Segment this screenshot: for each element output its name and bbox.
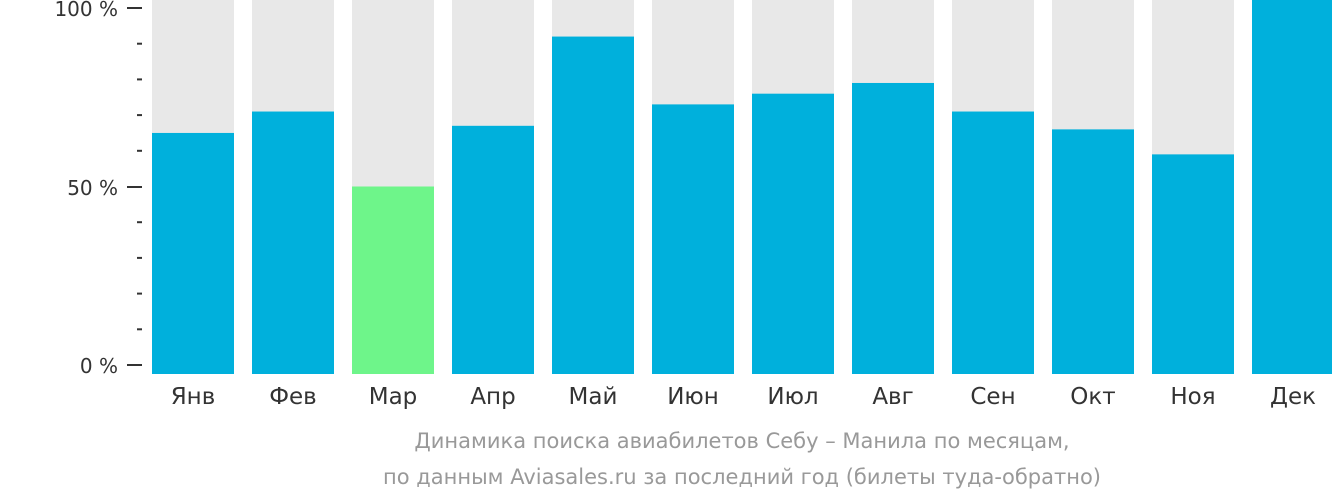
bar-6 bbox=[752, 93, 834, 375]
x-tick-label: Ноя bbox=[1170, 384, 1215, 410]
bar-7 bbox=[852, 82, 934, 374]
x-tick-label: Май bbox=[569, 384, 618, 410]
bar-11 bbox=[1252, 0, 1332, 374]
bar-3 bbox=[452, 125, 534, 374]
bar-9 bbox=[1052, 129, 1134, 374]
chart-caption-line-2: по данным Aviasales.ru за последний год … bbox=[383, 465, 1101, 489]
bar-10 bbox=[1152, 154, 1234, 374]
bar-2 bbox=[352, 186, 434, 374]
y-tick-label-0: 0 % bbox=[80, 354, 118, 378]
bar-1 bbox=[252, 111, 334, 374]
bar-0 bbox=[152, 132, 234, 374]
x-tick-labels: Янв Фев Мар Апр Май Июн Июл Авг Сен Окт Ноя Дек bbox=[171, 384, 1316, 410]
x-tick-label: Июн bbox=[667, 384, 719, 410]
x-tick-label: Сен bbox=[970, 384, 1015, 410]
y-tick-label-100: 100 % bbox=[54, 0, 118, 21]
x-tick-label: Авг bbox=[872, 384, 913, 410]
x-tick-label: Окт bbox=[1070, 384, 1115, 410]
x-tick-label: Дек bbox=[1270, 384, 1316, 410]
y-tick-label-50: 50 % bbox=[67, 176, 118, 200]
chart-caption-line-1: Динамика поиска авиабилетов Себу – Манил… bbox=[414, 429, 1070, 453]
x-tick-label: Июл bbox=[767, 384, 818, 410]
bars bbox=[152, 0, 1332, 375]
bar-4 bbox=[552, 36, 634, 375]
y-axis: 100 % 50 % 0 % bbox=[54, 0, 142, 378]
x-tick-label: Апр bbox=[470, 384, 515, 410]
bar-8 bbox=[952, 111, 1034, 374]
bar-5 bbox=[652, 104, 734, 374]
x-tick-label: Фев bbox=[269, 384, 317, 410]
bar-chart: 100 % 50 % 0 % Янв Фев Мар Апр Май Июн Июл Авг С… bbox=[54, 0, 1332, 410]
x-tick-label: Мар bbox=[369, 384, 418, 410]
x-tick-label: Янв bbox=[171, 384, 216, 410]
